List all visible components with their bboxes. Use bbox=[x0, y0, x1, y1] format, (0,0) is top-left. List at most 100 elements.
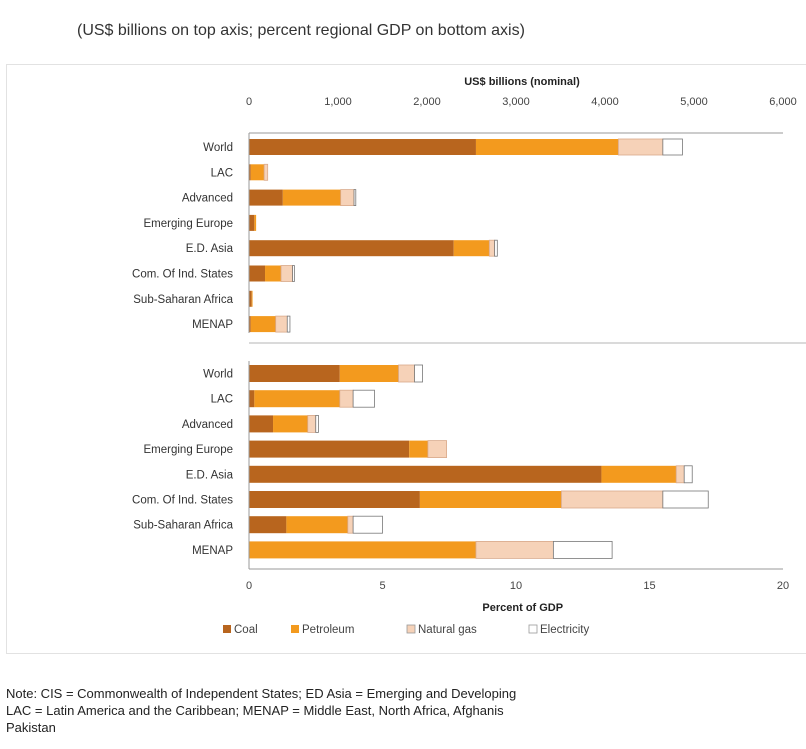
legend-swatch-petroleum bbox=[291, 625, 299, 633]
top-bar-emerging-europe-coal bbox=[249, 214, 255, 231]
top-bar-menap-petroleum bbox=[250, 316, 276, 333]
top-axis-tick-4000: 4,000 bbox=[591, 96, 619, 108]
bottom-bar-com-of-ind-states-coal bbox=[249, 491, 420, 508]
top-bar-emerging-europe-petroleum bbox=[254, 214, 257, 231]
bottom-bar-advanced-petroleum bbox=[273, 415, 308, 433]
top-bar-menap-coal bbox=[249, 316, 251, 333]
top-label-com-of-ind-states: Com. Of Ind. States bbox=[132, 269, 233, 281]
bottom-bar-e-d-asia-petroleum bbox=[601, 465, 677, 483]
top-bar-e-d-asia-coal bbox=[249, 240, 454, 257]
bottom-bar-advanced-natural-gas bbox=[307, 414, 317, 433]
legend-label-coal: Coal bbox=[234, 624, 258, 636]
bottom-bar-emerging-europe-natural-gas bbox=[427, 440, 447, 459]
top-bar-e-d-asia-electricity bbox=[494, 239, 498, 257]
bottom-bar-sub-saharan-africa-electricity bbox=[352, 515, 383, 534]
top-label-emerging-europe: Emerging Europe bbox=[144, 218, 234, 230]
top-bar-e-d-asia-natural-gas bbox=[488, 239, 496, 257]
top-axis-tick-2000: 2,000 bbox=[413, 96, 441, 108]
top-bar-world-electricity bbox=[662, 138, 683, 156]
bottom-bar-com-of-ind-states-petroleum bbox=[419, 491, 562, 508]
top-bar-world-natural-gas bbox=[617, 138, 664, 156]
bottom-bar-advanced-coal bbox=[249, 415, 274, 433]
bottom-bar-e-d-asia-electricity bbox=[683, 465, 693, 484]
legend-swatch-natural-gas bbox=[406, 624, 416, 634]
top-label-e-d-asia: E.D. Asia bbox=[186, 243, 234, 255]
bottom-bar-e-d-asia-coal bbox=[249, 465, 602, 483]
bottom-axis-tick-10: 10 bbox=[510, 580, 522, 592]
top-bar-advanced-coal bbox=[249, 189, 283, 206]
top-bar-lac-coal bbox=[249, 164, 251, 181]
bottom-bar-lac-electricity bbox=[352, 389, 375, 408]
top-label-menap: MENAP bbox=[192, 319, 233, 331]
bottom-bar-com-of-ind-states-natural-gas bbox=[560, 490, 664, 509]
chart-panel: World LAC Advanced Emerging Europe E.D. Asia… bbox=[6, 64, 806, 654]
top-axis-tick-5000: 5,000 bbox=[680, 96, 708, 108]
top-bar-advanced-petroleum bbox=[282, 189, 341, 206]
bottom-axis-tick-5: 5 bbox=[379, 580, 385, 592]
top-bar-lac-petroleum bbox=[250, 164, 265, 181]
legend-label-natural-gas: Natural gas bbox=[418, 624, 477, 636]
top-label-advanced: Advanced bbox=[182, 193, 233, 205]
top-bar-sub-saharan-africa-petroleum bbox=[251, 290, 253, 307]
bottom-axis-tick-0: 0 bbox=[246, 580, 252, 592]
bottom-bar-menap-natural-gas bbox=[475, 540, 554, 559]
top-bar-world-petroleum bbox=[475, 139, 619, 155]
legend-swatch-electricity bbox=[528, 624, 538, 634]
bottom-label-lac: LAC bbox=[211, 394, 233, 406]
bottom-label-com-of-ind-states: Com. Of Ind. States bbox=[132, 495, 233, 507]
top-axis-tick-0: 0 bbox=[246, 96, 252, 108]
top-axis-tick-1000: 1,000 bbox=[324, 96, 352, 108]
legend-label-electricity: Electricity bbox=[540, 624, 589, 636]
footnote-line-1: Note: CIS = Commonwealth of Independent … bbox=[6, 686, 517, 701]
bottom-axis-tick-15: 15 bbox=[643, 580, 655, 592]
top-bar-advanced-natural-gas bbox=[340, 189, 355, 206]
top-label-lac: LAC bbox=[211, 167, 233, 179]
chart-subtitle: (US$ billions on top axis; percent regio… bbox=[77, 22, 525, 39]
stacked-bar-chart: World LAC Advanced Emerging Europe E.D. Asia… bbox=[132, 76, 806, 636]
bottom-bar-world-coal bbox=[249, 365, 340, 382]
bottom-bar-world-electricity bbox=[414, 364, 423, 383]
top-bar-com-of-ind-states-natural-gas bbox=[280, 265, 294, 282]
bottom-bar-advanced-electricity bbox=[315, 414, 319, 433]
top-axis-title: US$ billions (nominal) bbox=[464, 76, 580, 88]
bottom-label-e-d-asia: E.D. Asia bbox=[186, 469, 234, 481]
bottom-bar-sub-saharan-africa-coal bbox=[249, 516, 287, 534]
top-bar-lac-natural-gas bbox=[263, 163, 269, 181]
bottom-bar-world-natural-gas bbox=[398, 364, 415, 383]
legend-label-petroleum: Petroleum bbox=[302, 624, 354, 636]
top-bar-e-d-asia-petroleum bbox=[453, 240, 490, 257]
footnote: Note: CIS = Commonwealth of Independent … bbox=[6, 685, 806, 736]
bottom-label-advanced: Advanced bbox=[182, 419, 233, 431]
top-label-sub-saharan-africa: Sub-Saharan Africa bbox=[133, 294, 233, 306]
bottom-bar-lac-coal bbox=[249, 390, 255, 408]
top-bar-com-of-ind-states-coal bbox=[249, 265, 266, 282]
bottom-label-world: World bbox=[203, 369, 233, 381]
top-bar-advanced-electricity bbox=[353, 189, 357, 206]
bottom-bar-sub-saharan-africa-natural-gas bbox=[347, 515, 354, 534]
legend-swatch-coal bbox=[223, 625, 231, 633]
bottom-label-sub-saharan-africa: Sub-Saharan Africa bbox=[133, 520, 233, 532]
top-axis-tick-6000: 6,000 bbox=[769, 96, 797, 108]
top-label-world: World bbox=[203, 142, 233, 154]
bottom-bar-com-of-ind-states-electricity bbox=[662, 490, 709, 509]
top-axis-tick-3000: 3,000 bbox=[502, 96, 530, 108]
bottom-axis-tick-20: 20 bbox=[777, 580, 789, 592]
bottom-axis-title: Percent of GDP bbox=[482, 602, 563, 614]
top-bar-sub-saharan-africa-coal bbox=[249, 290, 252, 307]
bottom-bar-lac-natural-gas bbox=[339, 389, 354, 408]
top-bar-com-of-ind-states-electricity bbox=[292, 265, 295, 282]
bottom-bar-sub-saharan-africa-petroleum bbox=[286, 516, 348, 534]
footnote-line-3: Pakistan bbox=[6, 720, 56, 735]
bottom-bar-menap-petroleum bbox=[249, 541, 476, 559]
bottom-bar-menap-electricity bbox=[552, 540, 613, 559]
bottom-bar-e-d-asia-natural-gas bbox=[675, 465, 685, 484]
bottom-bar-emerging-europe-petroleum bbox=[409, 440, 428, 458]
bottom-bar-lac-petroleum bbox=[254, 390, 340, 408]
top-bar-menap-electricity bbox=[286, 315, 291, 333]
bottom-label-emerging-europe: Emerging Europe bbox=[144, 444, 234, 456]
footnote-line-2: LAC = Latin America and the Caribbean; M… bbox=[6, 703, 504, 718]
bottom-bar-world-petroleum bbox=[339, 365, 399, 382]
top-bar-menap-natural-gas bbox=[275, 315, 288, 333]
bottom-bar-emerging-europe-coal bbox=[249, 440, 410, 458]
bottom-label-menap: MENAP bbox=[192, 545, 233, 557]
